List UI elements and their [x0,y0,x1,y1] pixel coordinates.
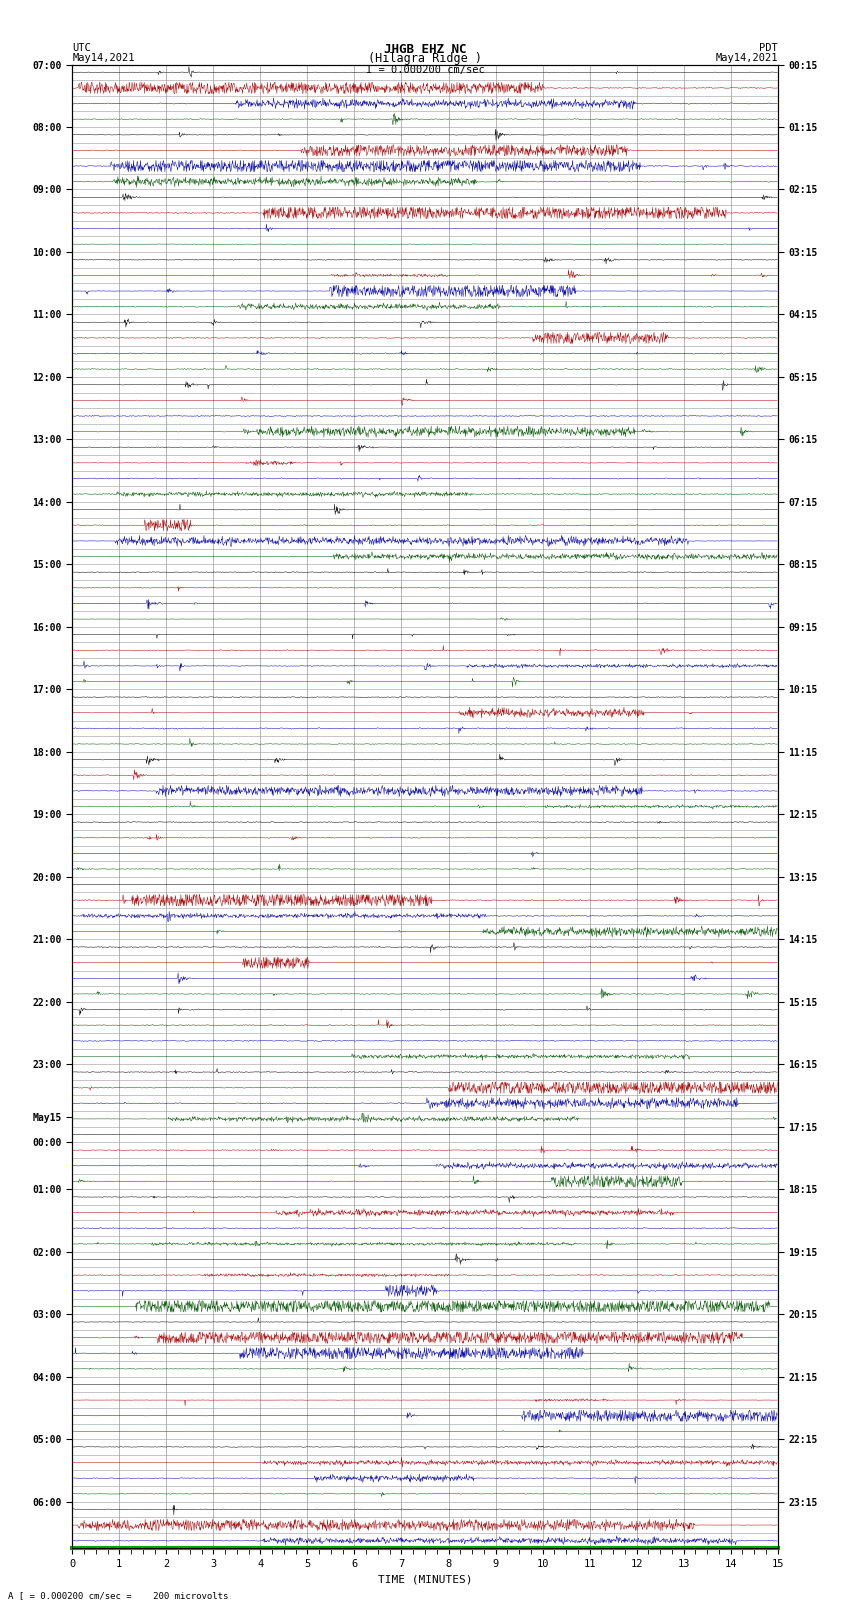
Text: PDT: PDT [759,44,778,53]
Text: (Hilagra Ridge ): (Hilagra Ridge ) [368,52,482,65]
X-axis label: TIME (MINUTES): TIME (MINUTES) [377,1574,473,1584]
Text: May14,2021: May14,2021 [715,53,778,63]
Text: I = 0.000200 cm/sec: I = 0.000200 cm/sec [366,65,484,76]
Text: A [ = 0.000200 cm/sec =    200 microvolts: A [ = 0.000200 cm/sec = 200 microvolts [8,1590,229,1600]
Text: UTC: UTC [72,44,91,53]
Text: May14,2021: May14,2021 [72,53,135,63]
Text: JHGB EHZ NC: JHGB EHZ NC [383,42,467,56]
